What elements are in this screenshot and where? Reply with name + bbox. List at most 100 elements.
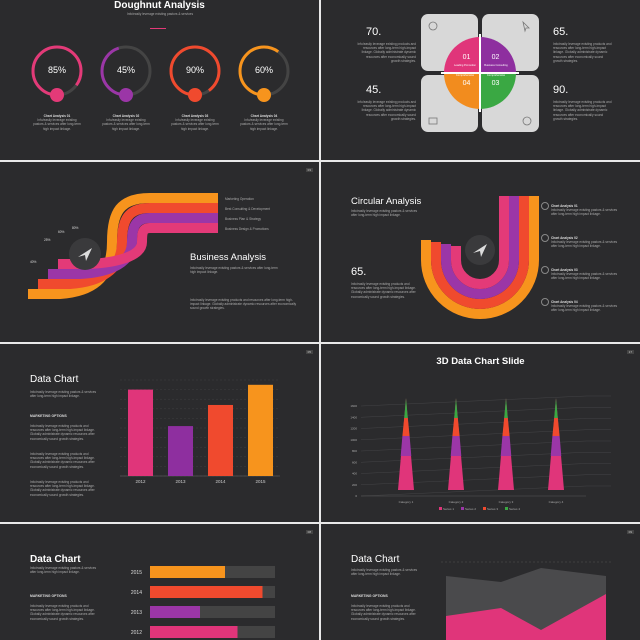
doughnut-rings (31, 45, 290, 102)
s7-heading: MARKETING OPTIONS (30, 594, 67, 598)
circular-item: Chart Analysis 01 Info/easily leverage ex… (551, 204, 618, 217)
y-tick-label: 2012 (131, 630, 142, 636)
s6-title: 3D Data Chart Slide (436, 356, 525, 367)
slide-quadrant[interactable]: 70. 65. 45. 90. Info/easily leverage exi… (321, 0, 640, 160)
bar (248, 384, 273, 476)
rocket-icon (522, 20, 530, 33)
gridline (360, 418, 587, 429)
x-tick-label: 2014 (215, 479, 226, 484)
cone-segment (400, 436, 412, 456)
page-number: 08 (305, 530, 313, 534)
s3-pct-2: 25% (44, 238, 51, 242)
text-70: Info/easily leverage existing products a… (357, 42, 416, 63)
j-curve-diagram (421, 196, 539, 319)
slide-doughnut-analysis[interactable]: Doughnut Analysis Info/easily leverage e… (0, 0, 319, 160)
y-tick-label: 2014 (131, 590, 142, 596)
quad-num-04: 04 (462, 80, 471, 87)
s-curve-diagram (28, 193, 218, 299)
ring-caption: Chart Analysis 03 Info/easily leverage ex… (171, 114, 219, 131)
y-tick-label: 600 (352, 460, 357, 464)
x-tick-label: Category 1 (399, 500, 414, 504)
s3-title: Business Analysis (190, 252, 267, 263)
ring-knob (50, 88, 64, 102)
ring-value: 85% (47, 65, 66, 75)
ring-knob (257, 88, 271, 102)
x-tick-label: 2015 (255, 479, 266, 484)
y-tick-label: 1600 (350, 404, 357, 408)
bar (150, 586, 263, 598)
bar (208, 404, 233, 476)
s3-item-4: Business Design & Promotions (225, 227, 269, 231)
paper-plane-icon (473, 244, 487, 257)
y-tick-label: 1400 (350, 415, 357, 419)
3d-cone-chart: 1600 1400 1200 1000 800 600 400 200 0 Category 1… (350, 395, 611, 511)
quad-num-02: 02 (491, 54, 500, 61)
y-tick-label: 0 (355, 494, 357, 498)
s5-body-3: Info/easily leverage existing products a… (30, 480, 95, 497)
gridline (360, 429, 587, 440)
value-70: 70. (366, 26, 382, 38)
ring-value: 45% (116, 65, 135, 75)
area-chart (441, 561, 611, 640)
cone-tip (404, 398, 408, 418)
quad-label-02: Business Consulting (484, 64, 508, 67)
s4-body: Info/easily leverage existing products a… (351, 282, 416, 299)
quad-num-01: 01 (462, 54, 471, 61)
slide-data-chart-bars[interactable]: 05 Data Chart Info/easily leverage exist… (0, 344, 319, 522)
gridline (360, 395, 587, 407)
calendar-icon (428, 21, 438, 31)
gridline (360, 474, 587, 485)
circular-item: Chart Analysis 04 Info/easily leverage ex… (551, 300, 618, 313)
paper-plane-icon (78, 248, 92, 261)
cone-segment (502, 418, 510, 436)
slide-data-chart-area[interactable]: 09 Data Chart Info/easily leverage exist… (321, 524, 640, 640)
s5-body: Info/easily leverage existing products a… (30, 424, 95, 441)
value-45: 45. (366, 84, 382, 96)
legend-swatch (439, 507, 442, 510)
s4-title: Circular Analysis (351, 196, 422, 207)
legend-swatch (461, 507, 464, 510)
ring-knob (119, 88, 133, 102)
area-series-pink (446, 594, 606, 640)
title-divider (150, 28, 166, 29)
legend-label: Series 4 (509, 507, 520, 511)
slide-3d-data-chart[interactable]: 17 3D Data Chart Slide 1600 1400 1200 1000 8… (321, 344, 640, 522)
slide-circular-analysis[interactable]: Circular Analysis Info/easily leverage e… (321, 162, 640, 342)
slide-data-chart-horizontal[interactable]: 08 Data Chart Info/easily leverage exist… (0, 524, 319, 640)
page-number: 05 (305, 350, 313, 354)
s8-subtext: Info/easily leverage existing pastors & … (351, 568, 418, 577)
bar (150, 606, 200, 618)
s8-body: Info/easily leverage existing products a… (351, 604, 416, 621)
legend-swatch (505, 507, 508, 510)
gridline (360, 452, 587, 463)
x-tick-label: Category 2 (449, 500, 464, 504)
s5-title: Data Chart (30, 374, 79, 385)
bar (168, 426, 193, 476)
s3-subtext: Info/easily leverage existing pastors & … (190, 266, 278, 275)
legend-label: Series 3 (487, 507, 498, 511)
slide-business-analysis[interactable]: 03 Marketing Operation Best Consulting &… (0, 162, 319, 342)
s4-subtext: Info/easily leverage existing pastors & … (351, 209, 418, 218)
s7-title: Data Chart (30, 554, 81, 565)
page-number: 17 (626, 350, 634, 354)
y-tick-label: 1200 (350, 427, 357, 431)
y-tick-label: 800 (352, 449, 357, 453)
ring-knob (188, 88, 202, 102)
slide1-title: Doughnut Analysis (114, 0, 205, 11)
item-icon (541, 298, 549, 306)
cone-tip (454, 398, 458, 418)
s3-item-1: Marketing Operation (225, 197, 254, 201)
horizontal-bar-chart: 2015 2014 2013 2012 (131, 566, 275, 638)
page-number: 03 (305, 168, 313, 172)
text-90: Info/easily leverage existing products a… (553, 100, 612, 121)
x-tick-label: 2012 (135, 479, 146, 484)
s8-heading: MARKETING OPTIONS (351, 594, 388, 598)
text-45: Info/easily leverage existing products a… (357, 100, 416, 121)
cone-segment (450, 436, 462, 456)
cone-tip (554, 398, 558, 418)
y-tick-label: 1000 (350, 438, 357, 442)
quadrant-diagram (421, 14, 539, 132)
s3-pct-3: 60% (58, 230, 65, 234)
text-65: Info/easily leverage existing products a… (553, 42, 612, 63)
